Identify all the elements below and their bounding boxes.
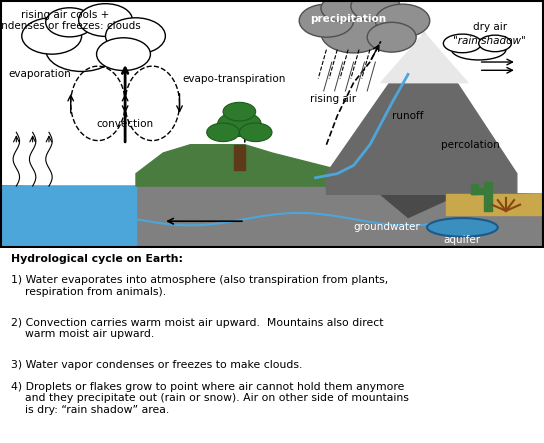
Text: 4) Droplets or flakes grow to point where air cannot hold them anymore
    and t: 4) Droplets or flakes grow to point wher…	[11, 382, 409, 415]
Polygon shape	[446, 194, 543, 215]
Polygon shape	[381, 33, 468, 83]
Polygon shape	[136, 145, 354, 186]
Ellipse shape	[299, 4, 354, 37]
Ellipse shape	[367, 22, 416, 52]
Ellipse shape	[321, 13, 386, 53]
Ellipse shape	[427, 218, 498, 237]
Ellipse shape	[97, 38, 151, 70]
Polygon shape	[471, 188, 484, 194]
Ellipse shape	[218, 112, 261, 136]
Ellipse shape	[479, 35, 511, 52]
Ellipse shape	[46, 8, 94, 37]
Ellipse shape	[452, 39, 506, 60]
Text: percolation: percolation	[441, 140, 499, 150]
Ellipse shape	[443, 34, 481, 53]
Polygon shape	[1, 186, 543, 247]
Text: aquifer: aquifer	[444, 235, 481, 245]
Polygon shape	[234, 145, 245, 170]
Polygon shape	[1, 174, 543, 247]
Text: runoff: runoff	[392, 111, 423, 121]
Ellipse shape	[321, 0, 364, 22]
Text: precipitation: precipitation	[310, 14, 386, 23]
Ellipse shape	[375, 4, 430, 37]
Ellipse shape	[351, 0, 400, 21]
Text: Hydrological cycle on Earth:: Hydrological cycle on Earth:	[11, 254, 183, 264]
Text: 2) Convection carries warm moist air upward.  Mountains also direct
    warm moi: 2) Convection carries warm moist air upw…	[11, 318, 384, 339]
Ellipse shape	[207, 123, 239, 142]
Polygon shape	[326, 33, 517, 194]
Ellipse shape	[239, 123, 272, 142]
Text: evapo-transpiration: evapo-transpiration	[182, 74, 286, 84]
Ellipse shape	[223, 102, 256, 121]
Polygon shape	[1, 186, 136, 247]
Text: rising air cools +
condenses or freezes: clouds: rising air cools + condenses or freezes:…	[0, 10, 141, 31]
Text: evaporation: evaporation	[8, 70, 71, 79]
Text: dry air: dry air	[473, 22, 506, 32]
Text: "rain shadow": "rain shadow"	[453, 36, 526, 47]
Text: groundwater: groundwater	[354, 222, 421, 233]
Ellipse shape	[46, 28, 118, 71]
Text: convection: convection	[96, 119, 154, 129]
Polygon shape	[484, 182, 492, 211]
Text: 1) Water evaporates into atmosphere (also transpiration from plants,
    respira: 1) Water evaporates into atmosphere (als…	[11, 275, 388, 297]
Ellipse shape	[22, 18, 82, 54]
Text: rising air: rising air	[310, 94, 356, 104]
Ellipse shape	[79, 4, 133, 36]
Ellipse shape	[106, 18, 165, 54]
Text: 3) Water vapor condenses or freezes to make clouds.: 3) Water vapor condenses or freezes to m…	[11, 361, 302, 370]
Polygon shape	[471, 184, 478, 194]
